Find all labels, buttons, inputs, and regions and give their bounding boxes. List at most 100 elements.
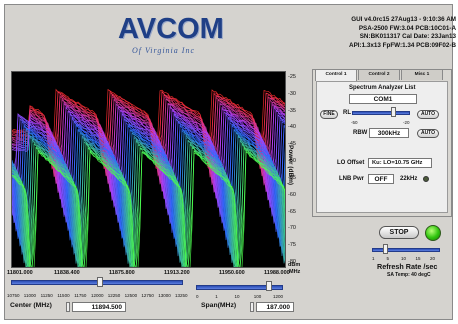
y-tick-label: -75 [288,242,296,249]
22khz-indicator-icon [423,176,429,182]
center-caption: Center (MHz) [10,302,52,309]
span-scale: 0 1 10 100 1200 [196,294,283,300]
refresh-scale-label: 5 [386,256,390,261]
center-scale-label: 11750 [74,293,87,298]
control-panel: Control 1 Control 2 Misc 1 Spectrum Anal… [312,69,452,217]
rbw-auto-button[interactable]: AUTO [417,129,439,138]
spectrum-trace [12,96,285,176]
center-scale-label: 10750 [7,293,20,298]
x-tick-label: 11988.000 [264,270,290,276]
lnb-pwr-label: LNB Pwr [339,176,365,182]
analyzer-select[interactable]: COM1 [349,94,417,104]
avcom-logo: AVCOM Of Virginia Inc [118,13,238,55]
span-scale-label: 1200 [273,294,284,299]
refresh-caption: Refresh Rate /sec [377,262,438,271]
center-scale-label: 12000 [91,293,104,298]
y-tick-label: -40 [288,124,296,131]
y-axis-label: Power (dBm) [287,145,294,186]
spectrum-trace [12,119,285,229]
rl-min-label: -50 [351,120,358,125]
span-spin[interactable] [250,302,254,312]
center-slider[interactable] [11,277,183,293]
spectrum-plot[interactable] [11,71,286,268]
center-scale-label: 12250 [107,293,121,298]
span-scale-label: 0 [196,294,199,299]
refresh-scale-label: 15 [415,256,421,261]
info-line-fw: PSA-2500 FW:3.04 PCB:10C01-A [358,24,456,32]
center-scale-label: 11000 [23,293,36,298]
x-unit-mhz: MHz [289,269,301,275]
y-tick-label: -80 [288,259,296,265]
spectrum-trace [12,130,285,247]
refresh-scale-label: 20 [430,256,436,261]
info-line-gui: GUI v4.0rc15 27Aug13 - 9:10:36 AM [351,16,456,23]
center-slider-thumb[interactable] [97,277,104,287]
spectrum-trace [12,105,285,195]
info-line-sn: SN:BK011317 Cal Date: 23Jan13 [359,33,456,41]
center-scale-label: 12750 [141,293,154,298]
center-spin[interactable] [66,302,70,312]
spectrum-trace [12,137,285,264]
lnb-pwr-select[interactable]: OFF [368,174,394,184]
y-unit-dbm: dBm [288,262,301,268]
refresh-slider-track[interactable] [372,248,440,252]
x-tick-label: 11950.600 [219,270,245,276]
span-slider-thumb[interactable] [265,281,272,291]
rbw-select[interactable]: 300kHz [369,128,409,138]
y-tick-label: -25 [288,74,296,80]
logo-subtext: Of Virginia Inc [132,46,195,55]
x-tick-label: 11875.800 [109,270,135,276]
running-indicator-icon [425,225,441,241]
khz-label: 22kHz [400,176,418,182]
stop-button[interactable]: STOP [379,226,419,239]
span-field[interactable]: 187.000 [256,302,294,312]
center-scale: 10750 11000 11250 11500 11750 12000 12250 12500… [7,293,188,299]
device-info: GUI v4.0rc15 27Aug13 - 9:10:36 AM PSA-25… [244,16,456,50]
center-scale-label: 11500 [57,293,70,298]
spectrum-trace [12,150,285,267]
tab-control-2[interactable]: Control 2 [358,69,400,80]
rl-slider-track[interactable] [352,111,410,115]
y-tick-label: -45 [288,141,296,148]
spectrum-trace [12,127,285,241]
spectrum-trace [12,136,285,263]
x-tick-label: 11913.200 [164,270,190,276]
refresh-slider-thumb[interactable] [383,244,389,254]
refresh-slider[interactable] [372,244,440,255]
spectrum-trace [12,123,285,231]
rl-slider[interactable] [352,107,410,119]
center-scale-label: 13000 [158,293,171,298]
span-slider[interactable] [196,281,283,294]
y-tick-label: -35 [288,107,296,114]
analyzer-list-title: Spectrum Analyzer List [349,85,416,91]
info-line-api: API:1.3x13 FpFW:1.34 PCB:09F02-B [349,41,456,49]
control-1-content: Spectrum Analyzer List COM1 FINE RL -50 … [316,81,448,213]
center-scale-label: 12500 [124,293,138,298]
spectrum-trace [12,116,285,224]
span-caption: Span(MHz) [201,302,237,309]
tab-control-1[interactable]: Control 1 [315,69,357,81]
refresh-scale-label: 10 [401,256,407,261]
y-tick-label: -30 [288,90,296,97]
center-slider-track[interactable] [11,280,183,285]
fine-button[interactable]: FINE [320,110,338,119]
y-tick-label: -55 [288,174,296,181]
y-tick-label: -50 [288,158,296,165]
rbw-label: RBW [353,130,368,136]
x-tick-label: 11838.400 [54,270,80,276]
rl-slider-thumb[interactable] [391,107,396,117]
tab-misc-1[interactable]: Misc 1 [401,69,443,80]
spectrum-trace [12,146,285,267]
rl-label: RL [343,110,351,116]
logo-text: AVCOM [118,13,224,45]
center-scale-label: 13250 [175,293,188,298]
center-field[interactable]: 11894.500 [72,302,126,312]
rl-auto-button[interactable]: AUTO [417,110,439,119]
sa-temp-label: SA Temp: 40 degC [387,272,431,278]
span-slider-track[interactable] [196,285,283,290]
refresh-scale-label: 1 [372,256,375,261]
refresh-scale: 1 5 10 15 20 [372,256,440,262]
spectrum-trace [12,141,285,267]
rl-max-label: -20 [403,120,410,125]
lo-offset-select[interactable]: Ku: LO=10.75 GHz [368,158,432,168]
